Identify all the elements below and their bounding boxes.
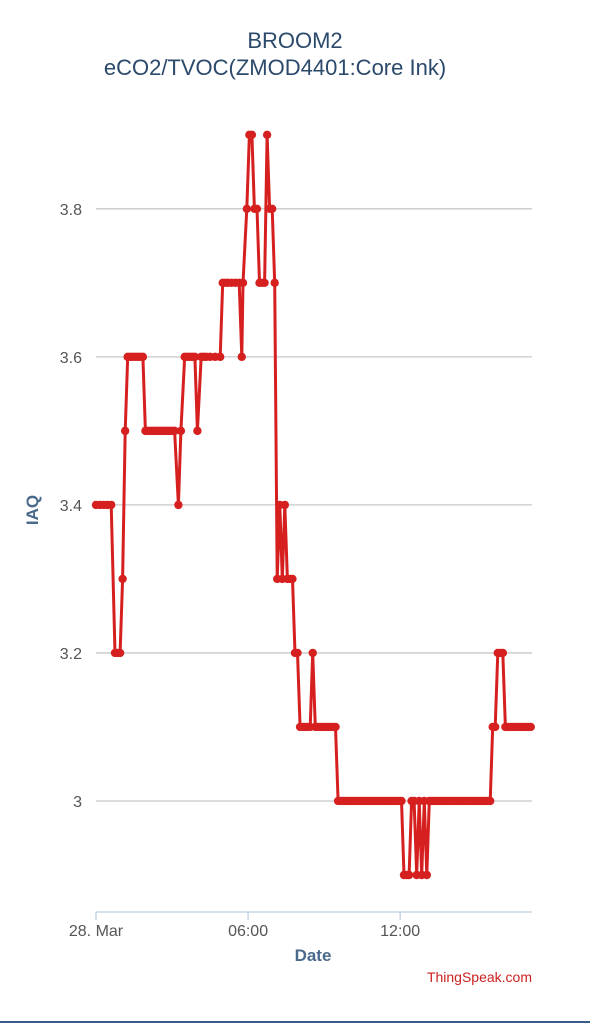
y-tick-label: 3.4: [60, 498, 82, 515]
data-point[interactable]: [270, 278, 279, 288]
data-point[interactable]: [242, 204, 252, 214]
data-point[interactable]: [422, 870, 432, 880]
data-point[interactable]: [308, 648, 317, 658]
data-point[interactable]: [404, 870, 414, 880]
y-tick-label: 3.8: [60, 202, 82, 219]
data-point[interactable]: [237, 352, 246, 362]
data-point[interactable]: [193, 426, 202, 436]
x-axis-title: Date: [295, 946, 332, 965]
data-point[interactable]: [174, 500, 183, 510]
x-tick-label: 12:00: [380, 923, 420, 940]
data-point[interactable]: [190, 352, 200, 362]
data-point[interactable]: [397, 796, 406, 806]
data-point[interactable]: [280, 500, 290, 510]
y-tick-label: 3: [73, 794, 82, 811]
data-point[interactable]: [498, 648, 508, 658]
data-point[interactable]: [238, 278, 248, 288]
data-point[interactable]: [120, 426, 130, 436]
data-point[interactable]: [491, 722, 500, 732]
data-point[interactable]: [170, 426, 179, 436]
chart-subtitle: eCO2/TVOC(ZMOD4401:Core Ink): [104, 55, 446, 80]
y-axis-title: IAQ: [23, 495, 42, 525]
data-point[interactable]: [267, 204, 277, 214]
data-point[interactable]: [260, 278, 269, 288]
x-tick-label: 28. Mar: [69, 923, 124, 940]
data-point[interactable]: [293, 648, 302, 658]
data-point[interactable]: [118, 574, 127, 584]
chart-title: BROOM2: [247, 28, 342, 53]
data-point[interactable]: [176, 426, 186, 436]
y-tick-label: 3.2: [60, 646, 82, 663]
data-point[interactable]: [216, 352, 225, 362]
y-tick-label: 3.6: [60, 350, 82, 367]
data-point[interactable]: [138, 352, 148, 362]
data-point[interactable]: [107, 500, 116, 510]
data-point[interactable]: [262, 130, 272, 140]
data-point[interactable]: [247, 130, 257, 140]
data-point[interactable]: [485, 796, 495, 806]
data-point[interactable]: [252, 204, 262, 214]
data-point[interactable]: [526, 722, 535, 732]
credits-link[interactable]: ThingSpeak.com: [427, 969, 532, 985]
axes: 3 3.2 3.4 3.6 3.8 28. Mar 06:00 12:00: [60, 202, 532, 940]
bottom-border: [0, 1021, 590, 1023]
x-tick-label: 06:00: [228, 923, 268, 940]
data-point[interactable]: [288, 574, 297, 584]
data-point[interactable]: [115, 648, 125, 658]
data-point[interactable]: [331, 722, 340, 732]
series-iaq: [91, 130, 535, 880]
